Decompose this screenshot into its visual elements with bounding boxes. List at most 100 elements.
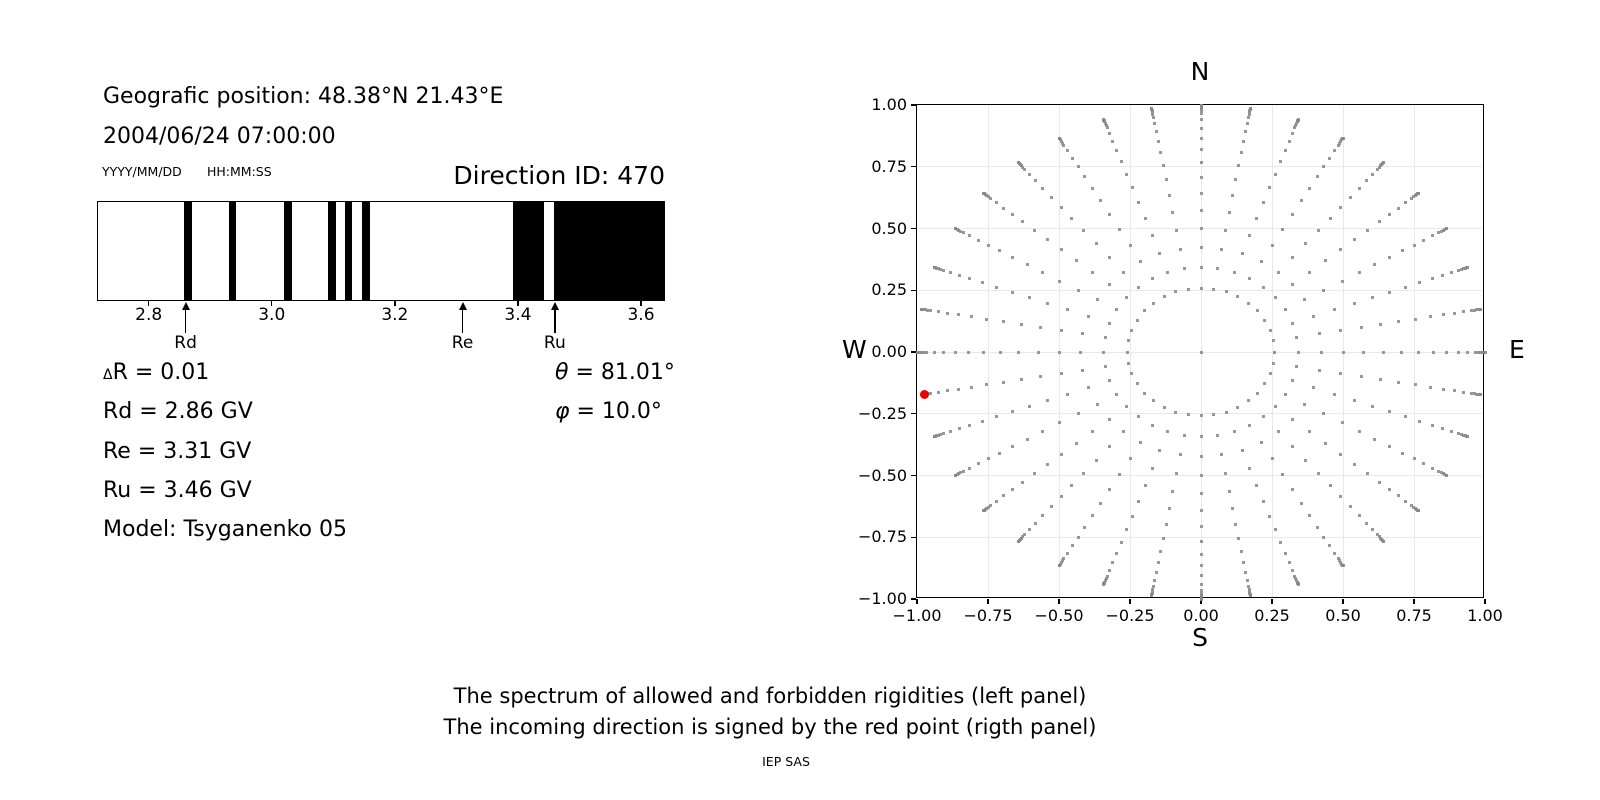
direction-dot: [1130, 328, 1134, 332]
direction-dot: [1104, 123, 1108, 127]
direction-dot: [1273, 528, 1277, 532]
direction-dot: [1474, 392, 1478, 396]
direction-dot: [1108, 213, 1112, 216]
direction-dot: [1162, 405, 1166, 409]
direction-dot: [1340, 279, 1344, 283]
direction-dot: [1270, 243, 1274, 247]
direction-dot: [1011, 487, 1015, 491]
forbidden-band: [512, 202, 545, 300]
direction-dot: [1070, 544, 1074, 548]
direction-id-title: Direction ID: 470: [453, 161, 665, 190]
direction-dot: [1276, 430, 1280, 434]
direction-dot: [987, 505, 991, 509]
direction-dot: [970, 315, 974, 319]
direction-dot: [1403, 415, 1407, 419]
direction-dot: [1220, 247, 1224, 251]
direction-dot: [1199, 582, 1203, 586]
direction-dot: [1152, 399, 1156, 403]
direction-dot: [1107, 283, 1111, 287]
time-format-label: HH:MM:SS: [207, 164, 272, 179]
direction-dot: [1242, 561, 1246, 565]
direction-dot: [1283, 551, 1287, 555]
direction-dot: [929, 391, 933, 395]
direction-dot: [936, 390, 940, 394]
direction-dot: [1151, 113, 1155, 117]
direction-dot: [1403, 201, 1407, 205]
compass-label-north: N: [1190, 57, 1210, 86]
direction-dot: [1108, 255, 1112, 259]
y-tick: [910, 598, 916, 600]
direction-dot: [1312, 314, 1316, 318]
direction-dot: [1199, 227, 1203, 230]
direction-dot: [1462, 390, 1466, 394]
direction-dot: [1108, 487, 1112, 491]
direction-dot: [1108, 132, 1112, 136]
direction-dot: [986, 457, 990, 461]
x-tick-label: 0.00: [1183, 606, 1219, 625]
direction-dot: [1010, 290, 1014, 294]
direction-dot: [1143, 217, 1147, 221]
direction-dot: [1021, 480, 1025, 484]
direction-dot: [1153, 579, 1157, 583]
direction-dot: [1076, 288, 1080, 292]
direction-dot: [961, 469, 965, 473]
direction-dot: [932, 350, 936, 354]
direction-dot: [998, 451, 1002, 455]
direction-dot: [1227, 210, 1231, 214]
direction-dot: [1239, 549, 1243, 553]
direction-dot: [1450, 271, 1454, 275]
info-line: Rd = 2.86 GV: [103, 399, 253, 424]
direction-dot: [946, 311, 950, 315]
direction-dot: [1409, 503, 1413, 507]
direction-dot: [995, 499, 999, 503]
direction-dot: [1304, 241, 1308, 245]
direction-dot: [1108, 321, 1112, 325]
gridline: [917, 413, 1483, 415]
direction-dot: [1271, 339, 1275, 343]
direction-dot: [1261, 415, 1265, 419]
direction-dot: [942, 350, 946, 354]
x-tick: [640, 301, 642, 306]
direction-dot: [1349, 195, 1353, 199]
direction-dot: [1070, 156, 1074, 160]
direction-dot: [1268, 514, 1272, 518]
direction-dot: [1295, 121, 1299, 125]
direction-dot: [1236, 295, 1240, 299]
direction-dot: [1409, 197, 1413, 201]
direction-dot: [1103, 579, 1107, 583]
direction-dot: [1115, 551, 1119, 555]
direction-dot: [936, 267, 940, 271]
direction-dot: [1273, 350, 1276, 354]
direction-dot: [953, 474, 957, 477]
direction-dot: [1178, 247, 1182, 251]
caption-line-2: The incoming direction is signed by the …: [443, 715, 1097, 739]
direction-dot: [1049, 195, 1053, 199]
direction-dot: [1027, 172, 1031, 176]
direction-dot: [957, 427, 961, 431]
geographic-position-text: Geografic position: 48.38°N 21.43°E: [103, 84, 504, 109]
direction-dot: [1299, 199, 1303, 203]
direction-dot: [1411, 505, 1415, 509]
direction-dot: [1412, 457, 1416, 461]
direction-dot: [1248, 277, 1252, 281]
direction-dot: [1027, 404, 1031, 408]
direction-dot: [1081, 368, 1085, 372]
direction-dot: [1291, 283, 1295, 287]
direction-dot: [1036, 350, 1040, 354]
direction-dot: [985, 383, 989, 387]
direction-dot: [1373, 437, 1377, 441]
direction-dot: [995, 201, 999, 205]
direction-dot: [1135, 382, 1139, 386]
direction-dot: [1371, 172, 1375, 176]
direction-dot: [1166, 429, 1170, 433]
direction-dot: [1025, 437, 1029, 441]
direction-dot: [1246, 301, 1250, 305]
direction-dot: [1382, 539, 1386, 543]
direction-dot: [929, 309, 933, 313]
rigidity-spectrum-plot: [97, 201, 665, 301]
y-tick: [910, 289, 916, 291]
direction-dot: [1240, 252, 1244, 256]
direction-dot: [1083, 175, 1087, 179]
direction-dot: [922, 350, 926, 354]
direction-dot: [1357, 514, 1361, 518]
